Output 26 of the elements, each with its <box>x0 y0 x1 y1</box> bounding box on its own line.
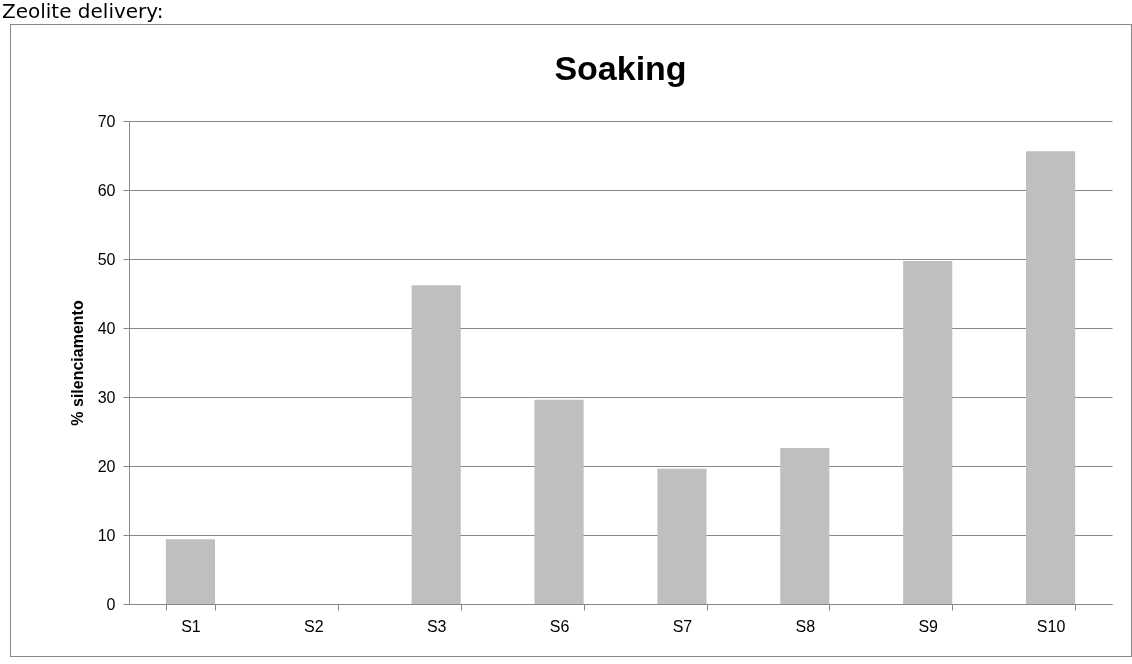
text: Zeolite delivery: <box>2 0 164 23</box>
y-tick-label: 70 <box>97 112 116 130</box>
bar <box>411 285 461 604</box>
x-tick-label: S7 <box>672 617 693 635</box>
y-tick-label: 10 <box>97 526 116 544</box>
bar <box>1025 151 1076 604</box>
y-tick-label: 40 <box>97 319 116 337</box>
y-tick-label: 0 <box>106 595 116 613</box>
x-tick-label: S2 <box>304 617 324 635</box>
bar <box>657 468 707 604</box>
y-tick-label: 60 <box>97 181 116 199</box>
bar <box>534 399 584 604</box>
bar <box>780 448 830 604</box>
bar <box>903 261 953 604</box>
x-tick-label: S3 <box>426 617 447 635</box>
x-tick-label: S6 <box>549 617 570 635</box>
x-tick-label: S8 <box>795 617 816 635</box>
chart-title: Soaking <box>554 49 687 87</box>
x-tick-label: S1 <box>181 617 201 635</box>
y-tick-label: 50 <box>97 250 116 268</box>
x-tick-label: S10 <box>1036 617 1066 635</box>
y-tick-label: 20 <box>97 457 116 475</box>
bar <box>165 539 216 604</box>
y-axis-title: % silenciamento <box>68 300 86 426</box>
x-tick-label: S9 <box>918 617 939 635</box>
y-tick-label: 30 <box>97 388 116 406</box>
